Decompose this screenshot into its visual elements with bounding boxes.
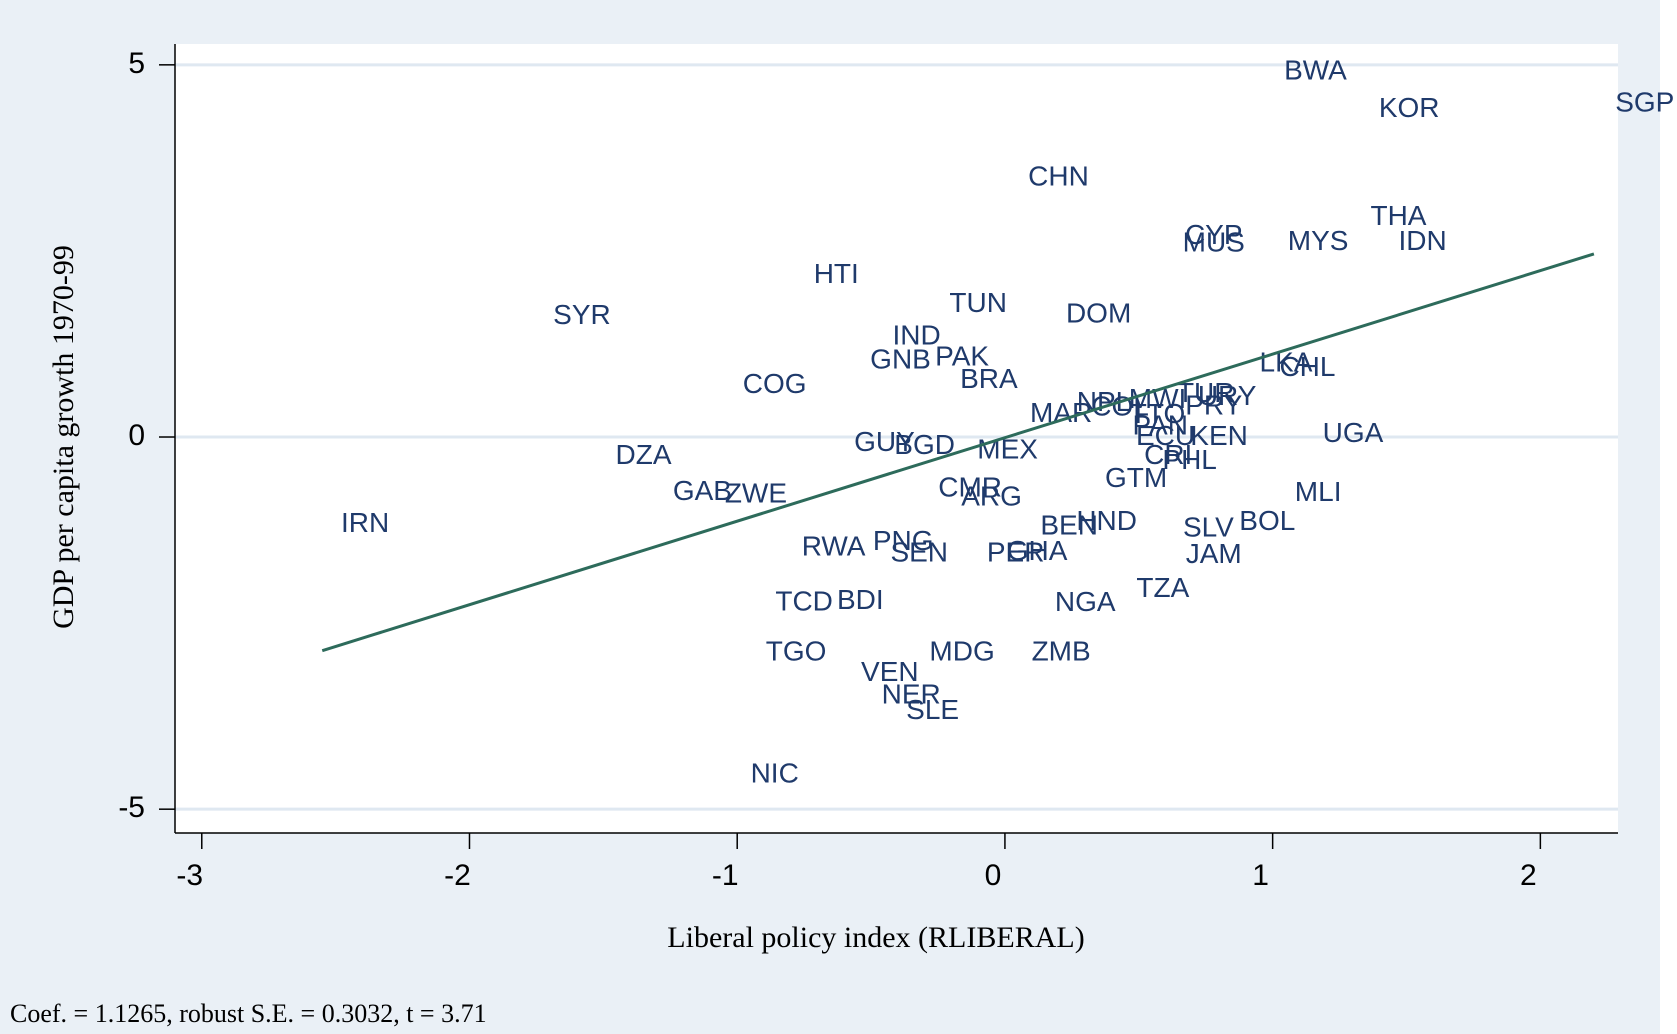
point-label: CRI	[1144, 439, 1192, 470]
point-label: SLE	[906, 694, 959, 725]
point-label: TTO	[1130, 398, 1185, 429]
point-label: MLI	[1295, 476, 1342, 507]
point-label: GTM	[1105, 462, 1167, 493]
point-label: LKA	[1260, 346, 1313, 377]
point-label: ECU	[1136, 420, 1195, 451]
point-label: COG	[743, 368, 807, 399]
point-label: ZMB	[1032, 635, 1091, 666]
y-tick-label: 5	[128, 47, 145, 80]
point-label: MEX	[977, 434, 1038, 465]
point-label: SLV	[1183, 512, 1234, 543]
point-label: VEN	[861, 656, 919, 687]
x-axis-title: Liberal policy index (RLIBERAL)	[667, 921, 1084, 954]
point-label: GAB	[673, 475, 732, 506]
point-label: SGP	[1615, 87, 1674, 118]
point-label: MWI	[1129, 383, 1187, 414]
point-label: THA	[1370, 200, 1426, 231]
point-label: KOR	[1379, 92, 1440, 123]
point-label: HTI	[814, 258, 859, 289]
point-label: BEN	[1040, 509, 1098, 540]
point-label: SEN	[890, 536, 948, 567]
point-label: SYR	[553, 299, 611, 330]
x-tick-label: 2	[1520, 859, 1537, 892]
point-label: ZWE	[725, 477, 787, 508]
point-label: DOM	[1066, 297, 1131, 328]
point-label: CHL	[1279, 351, 1335, 382]
fit-line	[321, 252, 1595, 653]
x-tick-label: -1	[712, 859, 739, 892]
point-label: MYS	[1288, 225, 1349, 256]
point-label: PNG	[873, 525, 934, 556]
y-tick-label: 0	[128, 419, 145, 452]
point-label: GNB	[870, 343, 931, 374]
point-label: PER	[987, 536, 1045, 567]
note: Coef. = 1.1265, robust S.E. = 0.3032, t …	[10, 999, 487, 1028]
point-label: CHN	[1028, 160, 1089, 191]
point-label: GUY	[854, 426, 915, 457]
point-label: TCD	[775, 585, 833, 616]
point-label: GHA	[1007, 535, 1068, 566]
point-label: URY	[1198, 380, 1257, 411]
point-label: ARG	[961, 480, 1022, 511]
point-label: IRN	[341, 507, 389, 538]
point-label: BRA	[960, 363, 1018, 394]
point-label: CYP	[1185, 219, 1243, 250]
point-label: IND	[892, 320, 940, 351]
point-label: CMR	[938, 472, 1002, 503]
point-label: MUS	[1183, 227, 1245, 258]
point-label: PHL	[1162, 444, 1216, 475]
point-label: JAM	[1186, 538, 1242, 569]
point-label: PAK	[935, 341, 989, 372]
point-label: MDG	[929, 635, 994, 666]
point-label: BWA	[1284, 55, 1347, 86]
point-label: IDN	[1398, 225, 1446, 256]
point-label: NIC	[751, 757, 799, 788]
point-label: PRY	[1185, 390, 1242, 421]
point-label: TGO	[766, 635, 827, 666]
point-label: PAN	[1132, 410, 1188, 441]
point-label: DZA	[616, 439, 672, 470]
point-label: KEN	[1190, 420, 1248, 451]
y-axis-title: GDP per capita growth 1970-99	[47, 245, 80, 629]
point-label: BOL	[1239, 505, 1295, 536]
point-label: NGA	[1055, 586, 1116, 617]
point-label: HND	[1076, 505, 1137, 536]
point-label: TUN	[949, 287, 1007, 318]
x-tick-label: 0	[985, 859, 1002, 892]
point-label: RWA	[802, 530, 866, 561]
x-tick-label: -2	[444, 859, 471, 892]
point-label: BDI	[837, 584, 884, 615]
x-tick-label: -3	[176, 859, 203, 892]
y-tick-label: -5	[118, 791, 145, 824]
point-label: UGA	[1323, 417, 1384, 448]
point-label: TZA	[1136, 572, 1189, 603]
x-tick-label: 1	[1252, 859, 1269, 892]
point-label: NER	[882, 678, 941, 709]
